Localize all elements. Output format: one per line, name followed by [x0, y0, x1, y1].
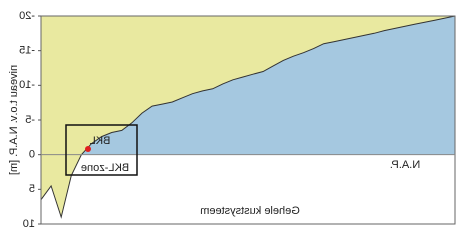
y-tick-label: -5 [25, 114, 35, 126]
bkl-zone-label: BKL-zone [81, 162, 129, 174]
bkl-box [65, 124, 138, 176]
y-tick-label: 10 [23, 218, 35, 230]
y-tick-label: -15 [19, 45, 35, 57]
bkl-label: BKL [90, 135, 111, 147]
area-above [41, 16, 455, 218]
plot [40, 15, 456, 225]
y-tick-label: 5 [29, 183, 35, 195]
reference-label: N.A.P. [390, 159, 420, 171]
x-axis-label: Gehele kustsysteem [200, 205, 300, 217]
y-tick-label: -20 [19, 10, 35, 22]
area-below [41, 16, 455, 155]
y-axis-label: niveau t.o.v. N.A.P. [m] [8, 65, 20, 175]
profile-line [40, 15, 456, 219]
y-tick-label: -10 [19, 79, 35, 91]
bkl-point [85, 146, 91, 152]
y-tick-label: 0 [29, 149, 35, 161]
